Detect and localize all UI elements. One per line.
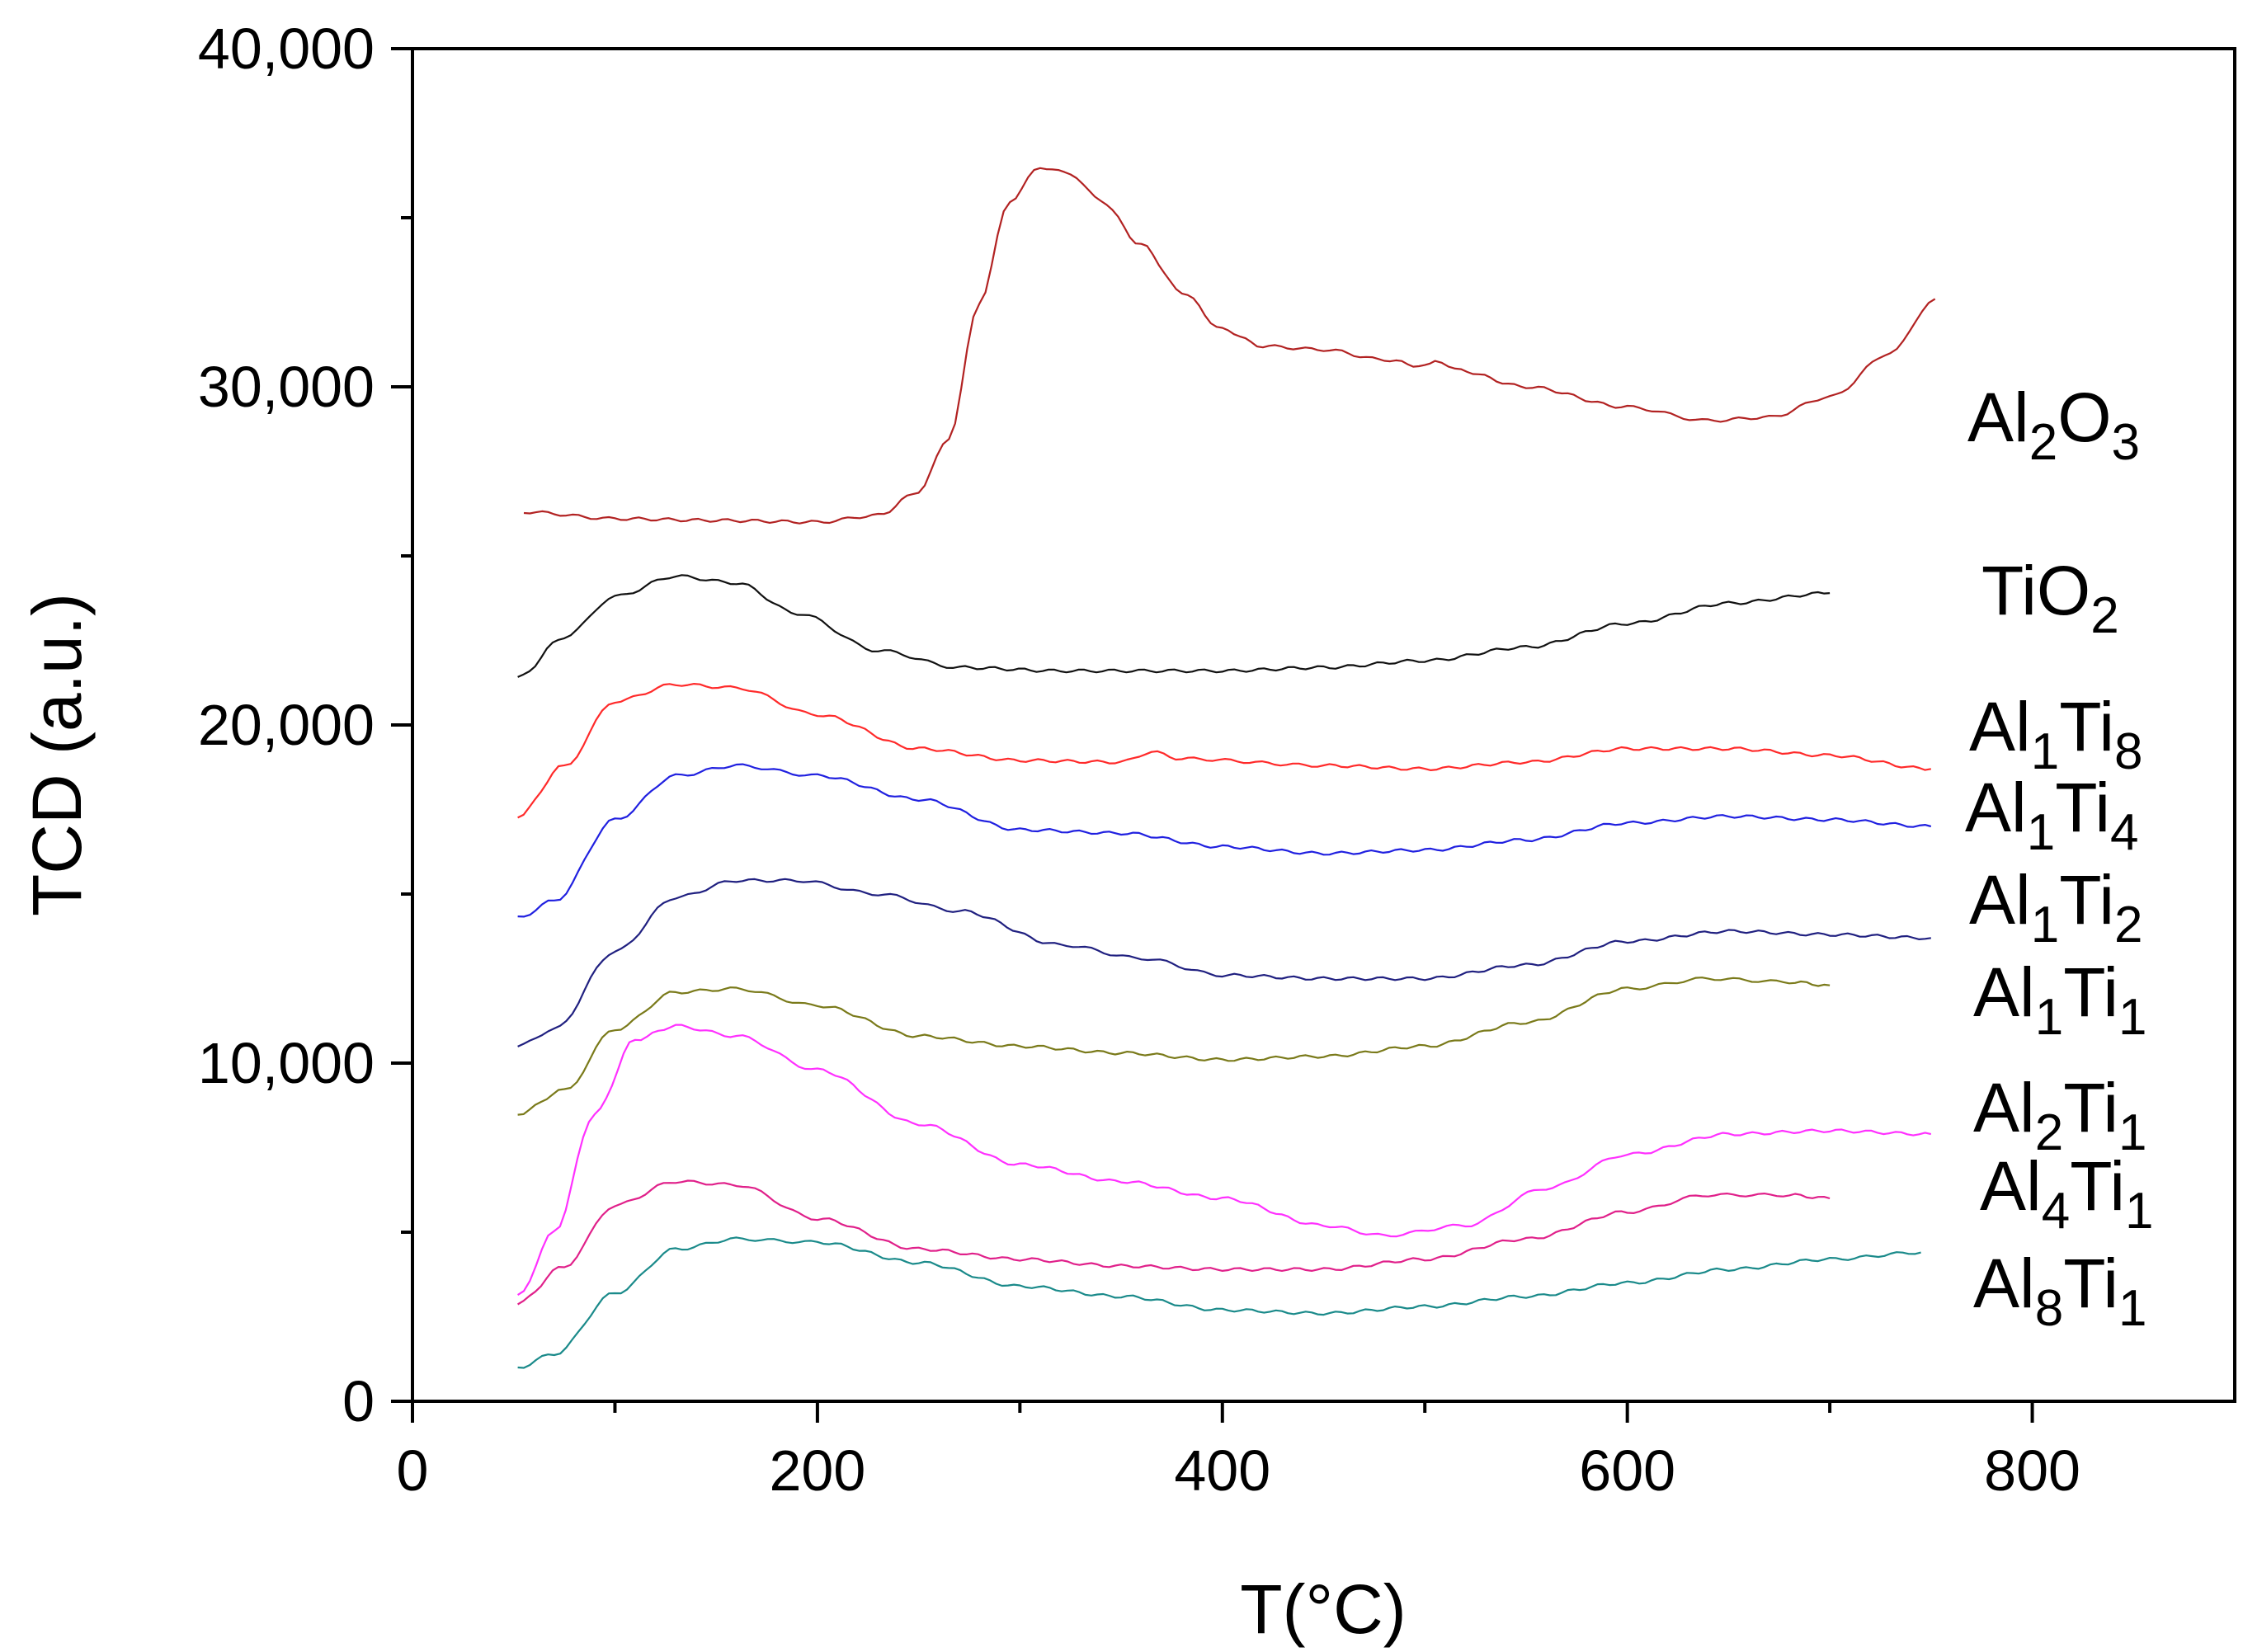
series-label-main: Al — [1980, 1147, 2042, 1225]
series-line-Al1Ti8 — [517, 683, 1931, 819]
series-label-main: Al — [1969, 688, 2031, 765]
series-label-subscript: 1 — [2031, 723, 2059, 780]
series-line-Al1Ti1 — [517, 977, 1831, 1116]
series-label-subscript: 2 — [2090, 587, 2118, 644]
series-label-main: Ti — [2055, 769, 2110, 846]
series-label-main: Ti — [2070, 1147, 2125, 1225]
series-label-main: Al — [1967, 379, 2029, 456]
series-label-subscript: 2 — [2114, 897, 2142, 953]
series-label-main: Ti — [2063, 1245, 2118, 1322]
series-label-main: Ti — [2059, 861, 2114, 939]
series-label-Al2O3: Al2O3 — [1967, 379, 2140, 471]
series-label-subscript: 8 — [2035, 1280, 2063, 1337]
series-label-main: Ti — [2063, 1069, 2118, 1146]
plot-frame — [411, 47, 2236, 1403]
series-label-Al8Ti1: Al8Ti1 — [1973, 1245, 2147, 1337]
series-line-TiO2 — [517, 574, 1831, 678]
series-label-subscript: 1 — [2031, 897, 2059, 953]
y-tick-label: 40,000 — [198, 16, 375, 81]
series-label-subscript: 1 — [2035, 989, 2063, 1046]
y-tick-label: 10,000 — [198, 1031, 375, 1095]
series-line-Al1Ti4 — [517, 763, 1932, 918]
series-label-main: O — [2057, 379, 2111, 456]
series-label-main: Al — [1969, 861, 2031, 939]
series-label-Al1Ti2: Al1Ti2 — [1969, 861, 2143, 953]
series-label-TiO2: TiO2 — [1981, 552, 2119, 644]
series-label-main: Ti — [2059, 688, 2114, 765]
series-label-subscript: 1 — [2118, 989, 2146, 1046]
series-line-Al8Ti1 — [517, 1236, 1921, 1369]
series-label-main: Al — [1965, 769, 2027, 846]
y-axis-title: TCD (a.u.) — [18, 593, 96, 916]
x-tick-label: 0 — [397, 1438, 429, 1503]
series-line-Al2O3 — [523, 167, 1936, 525]
x-axis-ticks: 0 200 400 600 800 — [397, 1401, 2080, 1503]
x-tick-label: 400 — [1174, 1438, 1270, 1503]
series-label-subscript: 1 — [2118, 1104, 2146, 1161]
series-label-subscript: 2 — [2029, 414, 2057, 471]
y-axis-ticks: 0 10,000 20,000 30,000 40,000 — [198, 16, 412, 1433]
series-label-main: Al — [1973, 1245, 2035, 1322]
series-label-Al1Ti4: Al1Ti4 — [1965, 769, 2139, 861]
series-labels: Al2O3TiO2Al1Ti8Al1Ti4Al1Ti2Al1Ti1Al2Ti1A… — [1965, 379, 2154, 1337]
series-label-main: Al — [1973, 1069, 2035, 1146]
series-lines — [517, 167, 1936, 1369]
series-line-Al1Ti2 — [517, 878, 1931, 1047]
x-tick-label: 800 — [1984, 1438, 2080, 1503]
series-label-Al4Ti1: Al4Ti1 — [1980, 1147, 2154, 1240]
series-label-main: TiO — [1981, 552, 2090, 629]
series-line-Al2Ti1 — [517, 1024, 1932, 1297]
series-label-Al1Ti8: Al1Ti8 — [1969, 688, 2143, 780]
series-label-subscript: 4 — [2110, 804, 2138, 861]
series-label-subscript: 4 — [2042, 1183, 2070, 1240]
series-line-Al4Ti1 — [517, 1179, 1831, 1306]
series-label-subscript: 2 — [2035, 1104, 2063, 1161]
series-label-Al1Ti1: Al1Ti1 — [1973, 953, 2147, 1046]
x-tick-label: 200 — [769, 1438, 865, 1503]
series-label-Al2Ti1: Al2Ti1 — [1973, 1069, 2147, 1161]
series-label-subscript: 1 — [2118, 1280, 2146, 1337]
x-tick-label: 600 — [1579, 1438, 1675, 1503]
series-label-subscript: 3 — [2112, 414, 2140, 471]
series-label-subscript: 8 — [2114, 723, 2142, 780]
y-tick-label: 20,000 — [198, 693, 375, 757]
y-tick-label: 0 — [342, 1369, 375, 1433]
series-label-subscript: 1 — [2027, 804, 2055, 861]
x-axis-title: T(°C) — [1240, 1570, 1407, 1648]
series-label-subscript: 1 — [2125, 1183, 2153, 1240]
series-label-main: Al — [1973, 953, 2035, 1031]
series-label-main: Ti — [2063, 953, 2118, 1031]
y-tick-label: 30,000 — [198, 355, 375, 419]
